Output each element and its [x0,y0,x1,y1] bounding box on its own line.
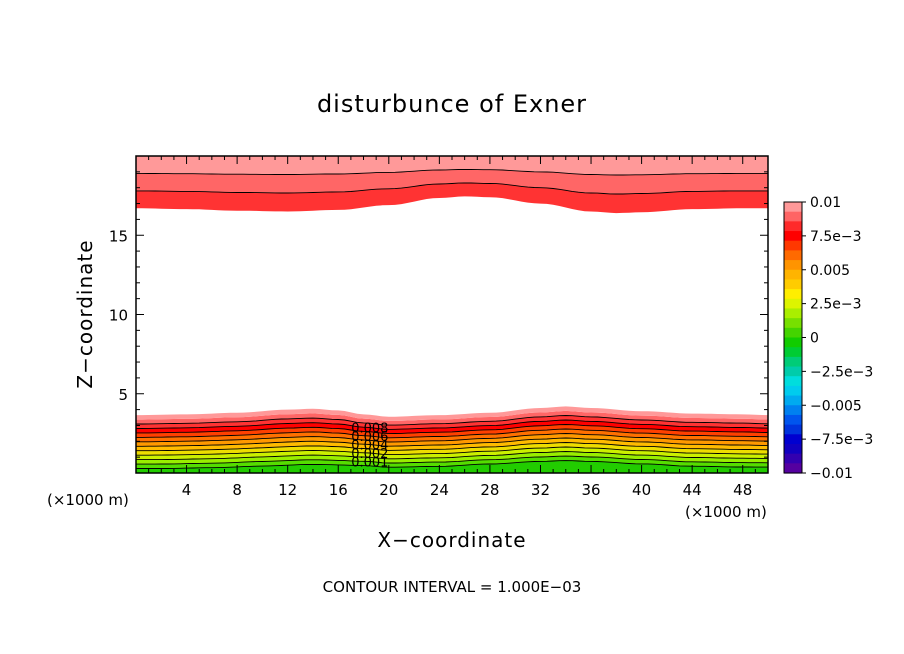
chart-title: disturbunce of Exner [317,90,587,118]
colorbar-label: −0.005 [810,398,862,414]
lower-contour-line [136,451,768,461]
y-tick-labels: 5 10 15 [109,227,128,404]
colorbar-swatch [784,308,802,319]
upper-contour-band [136,169,768,194]
colorbar-swatch [784,318,802,329]
lower-contour-line [136,424,768,435]
colorbar-swatch [784,347,802,358]
colorbar-swatch [784,424,802,435]
lower-contour-line [136,437,768,447]
colorbar-swatch [784,395,802,406]
colorbar [783,201,803,474]
colorbar-label: −0.01 [810,466,853,482]
contour-label: 0.001 [351,456,388,471]
lower-contour-band [136,442,768,456]
contour-label: 0.002 [351,447,388,462]
x-axis-label: X−coordinate [377,528,526,552]
colorbar-swatch [784,240,802,251]
axis-ticks [136,156,768,473]
colorbar-swatch [784,385,802,397]
colorbar-label: 0.01 [810,195,841,211]
colorbar-swatch [784,337,802,348]
lower-contour-band [136,433,768,447]
lower-contour-band [136,456,768,469]
colorbar-swatch [784,221,802,232]
contour-label: 0.008 [351,421,388,436]
colorbar-swatch [784,434,802,445]
colorbar-swatch [784,211,802,222]
lower-contour-line [136,415,768,426]
colorbar-swatch [784,327,802,339]
y-tick-label: 15 [109,227,128,245]
colorbar-label: 0 [810,331,819,347]
lower-contour-band [136,424,768,438]
colorbar-swatch [784,356,802,368]
x-tick-label: 4 [182,481,192,499]
lower-contour-band [136,438,768,451]
colorbar-swatch [784,231,802,242]
colorbar-swatch [784,250,802,261]
lower-contour-band [136,460,768,473]
lower-contour-line [136,455,768,465]
x-tick-labels: 4 8 12 16 20 24 28 32 36 40 44 48 [182,481,752,499]
x-tick-label: 12 [278,481,297,499]
x-unit-left: (×1000 m) [47,491,129,509]
lower-contour-line [136,428,768,439]
colorbar-swatch [784,366,802,377]
x-tick-label: 28 [480,481,499,499]
upper-contour-band [136,156,768,175]
lower-contour-line [136,446,768,456]
colorbar-swatch [784,463,802,474]
colorbar-label: 2.5e−3 [810,297,862,313]
lower-contour-band [136,406,768,421]
x-tick-label: 24 [430,481,449,499]
x-tick-label: 20 [379,481,398,499]
colorbar-label: 0.005 [810,263,850,279]
x-tick-label: 48 [733,481,752,499]
colorbar-swatch [784,260,802,271]
lower-contour-band [136,410,768,426]
colorbar-labels: 0.01 7.5e−3 0.005 2.5e−3 0 −2.5e−3 −0.005 −7.5e… [802,195,873,482]
colorbar-swatch [784,298,802,310]
colorbar-swatch [784,405,802,416]
colorbar-swatch [784,279,802,290]
x-tick-label: 32 [531,481,550,499]
x-tick-label: 8 [232,481,242,499]
colorbar-swatch [784,453,802,464]
contour-label: 0.004 [351,439,388,454]
colorbar-swatch [784,376,802,387]
lower-contour-line [136,442,768,452]
colorbar-swatch [784,269,802,281]
lower-contour-line [136,419,768,430]
contour-label: 0.006 [351,430,388,445]
colorbar-swatch [784,414,802,426]
lower-contour-band [136,429,768,442]
upper-contour-line [136,169,768,176]
upper-contour-line [136,182,768,195]
contour-interval-note: CONTOUR INTERVAL = 1.000E−03 [323,578,582,596]
x-tick-label: 36 [581,481,600,499]
colorbar-label: −2.5e−3 [810,364,873,380]
contour-line-layer [136,169,768,469]
colorbar-swatch [784,443,802,455]
x-unit-right: (×1000 m) [685,503,767,521]
lower-contour-line [136,460,768,469]
y-tick-label: 5 [118,386,128,404]
x-tick-label: 44 [683,481,702,499]
y-tick-label: 10 [109,307,128,325]
colorbar-swatch [784,289,802,300]
colorbar-swatch [784,202,802,213]
upper-contour-band [136,182,768,214]
lower-contour-line [136,433,768,443]
x-tick-label: 16 [329,481,348,499]
y-axis-label: Z−coordinate [73,239,97,388]
x-tick-label: 40 [632,481,651,499]
colorbar-label: 7.5e−3 [810,229,862,245]
colorbar-label: −7.5e−3 [810,432,873,448]
